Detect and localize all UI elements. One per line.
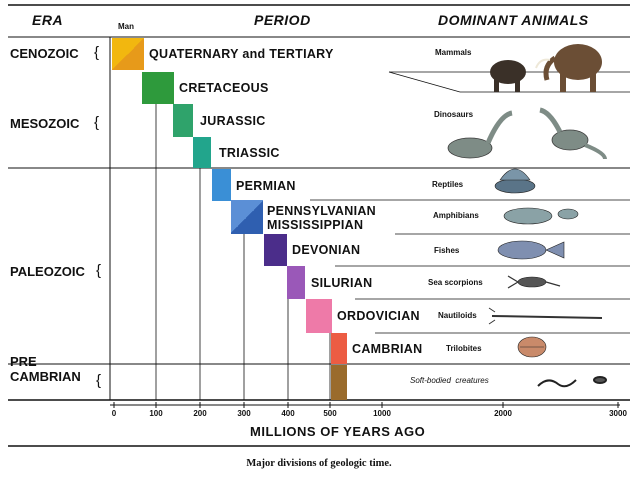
figure-caption: Major divisions of geologic time. [246,458,392,469]
animal-label-amphibians: Amphibians [433,211,479,220]
man-label: Man [118,22,134,31]
era-precambrian: PRE CAMBRIAN [10,354,81,384]
axis-tick: 2000 [494,409,512,418]
period-box-triassic [193,137,211,168]
period-label-cretaceous: CRETACEOUS [179,81,269,95]
axis-tick: 3000 [609,409,627,418]
period-label-ordovician: ORDOVICIAN [337,309,420,323]
animal-label-fishes: Fishes [434,246,460,255]
axis-tick: 100 [149,409,163,418]
animal-label-sea-scorpions: Sea scorpions [428,278,483,287]
nautiloid-icon [488,307,603,325]
era-header: ERA [32,12,64,28]
brace-icon: { [94,114,100,131]
period-label-triassic: TRIASSIC [219,146,280,160]
period-label-devonian: DEVONIAN [292,243,361,257]
period-box-pennsylvanian [231,200,263,234]
period-box-quaternary [112,38,144,70]
sea-scorpion-icon [507,275,561,289]
period-box-jurassic [173,104,193,137]
period-box-cambrian [331,333,347,364]
fish-icon [497,240,565,260]
brace-icon: { [96,262,102,279]
period-label-pennsylvanian: PENNSYLVANIAN MISSISSIPPIAN [267,204,377,232]
era-cenozoic: CENOZOIC [10,46,79,61]
animal-label-trilobites: Trilobites [446,344,482,353]
period-box-devonian [264,234,287,266]
animal-label-reptiles: Reptiles [432,180,464,189]
period-box-ordovician [306,299,332,333]
brace-icon: { [94,44,100,61]
axis-tick: 500 [323,409,337,418]
period-header: PERIOD [254,12,311,28]
animal-label-nautiloids: Nautiloids [438,311,477,320]
period-label-permian: PERMIAN [236,179,296,193]
worm-icon [537,376,607,388]
era-mesozoic: MESOZOIC [10,116,80,131]
period-label-cambrian: CAMBRIAN [352,342,423,356]
period-label-quaternary: QUATERNARY and TERTIARY [149,47,334,61]
axis-title: MILLIONS OF YEARS AGO [250,424,426,439]
reptile-icon [494,168,536,194]
period-box-permian [212,169,231,201]
axis-tick: 1000 [373,409,391,418]
animal-label-soft-bodied: Soft-bodied creatures [410,376,489,385]
trilobite-icon [517,336,547,358]
animal-label-mammals: Mammals [435,48,472,57]
era-paleozoic: PALEOZOIC [10,264,85,279]
axis-tick: 200 [193,409,207,418]
period-box-silurian [287,266,305,299]
mammoth-icon [490,44,602,92]
brace-icon: { [96,372,102,389]
period-label-jurassic: JURASSIC [200,114,266,128]
animal-label-dinosaurs: Dinosaurs [434,110,474,119]
animals-header: DOMINANT ANIMALS [438,12,589,28]
amphibian-icon [503,207,579,225]
period-box-cretaceous [142,72,174,104]
dinosaur-icon [447,107,607,160]
axis-tick: 300 [237,409,251,418]
period-label-silurian: SILURIAN [311,276,373,290]
axis-tick: 0 [111,409,117,418]
axis-tick: 400 [281,409,295,418]
period-box-precambrian [331,365,347,400]
